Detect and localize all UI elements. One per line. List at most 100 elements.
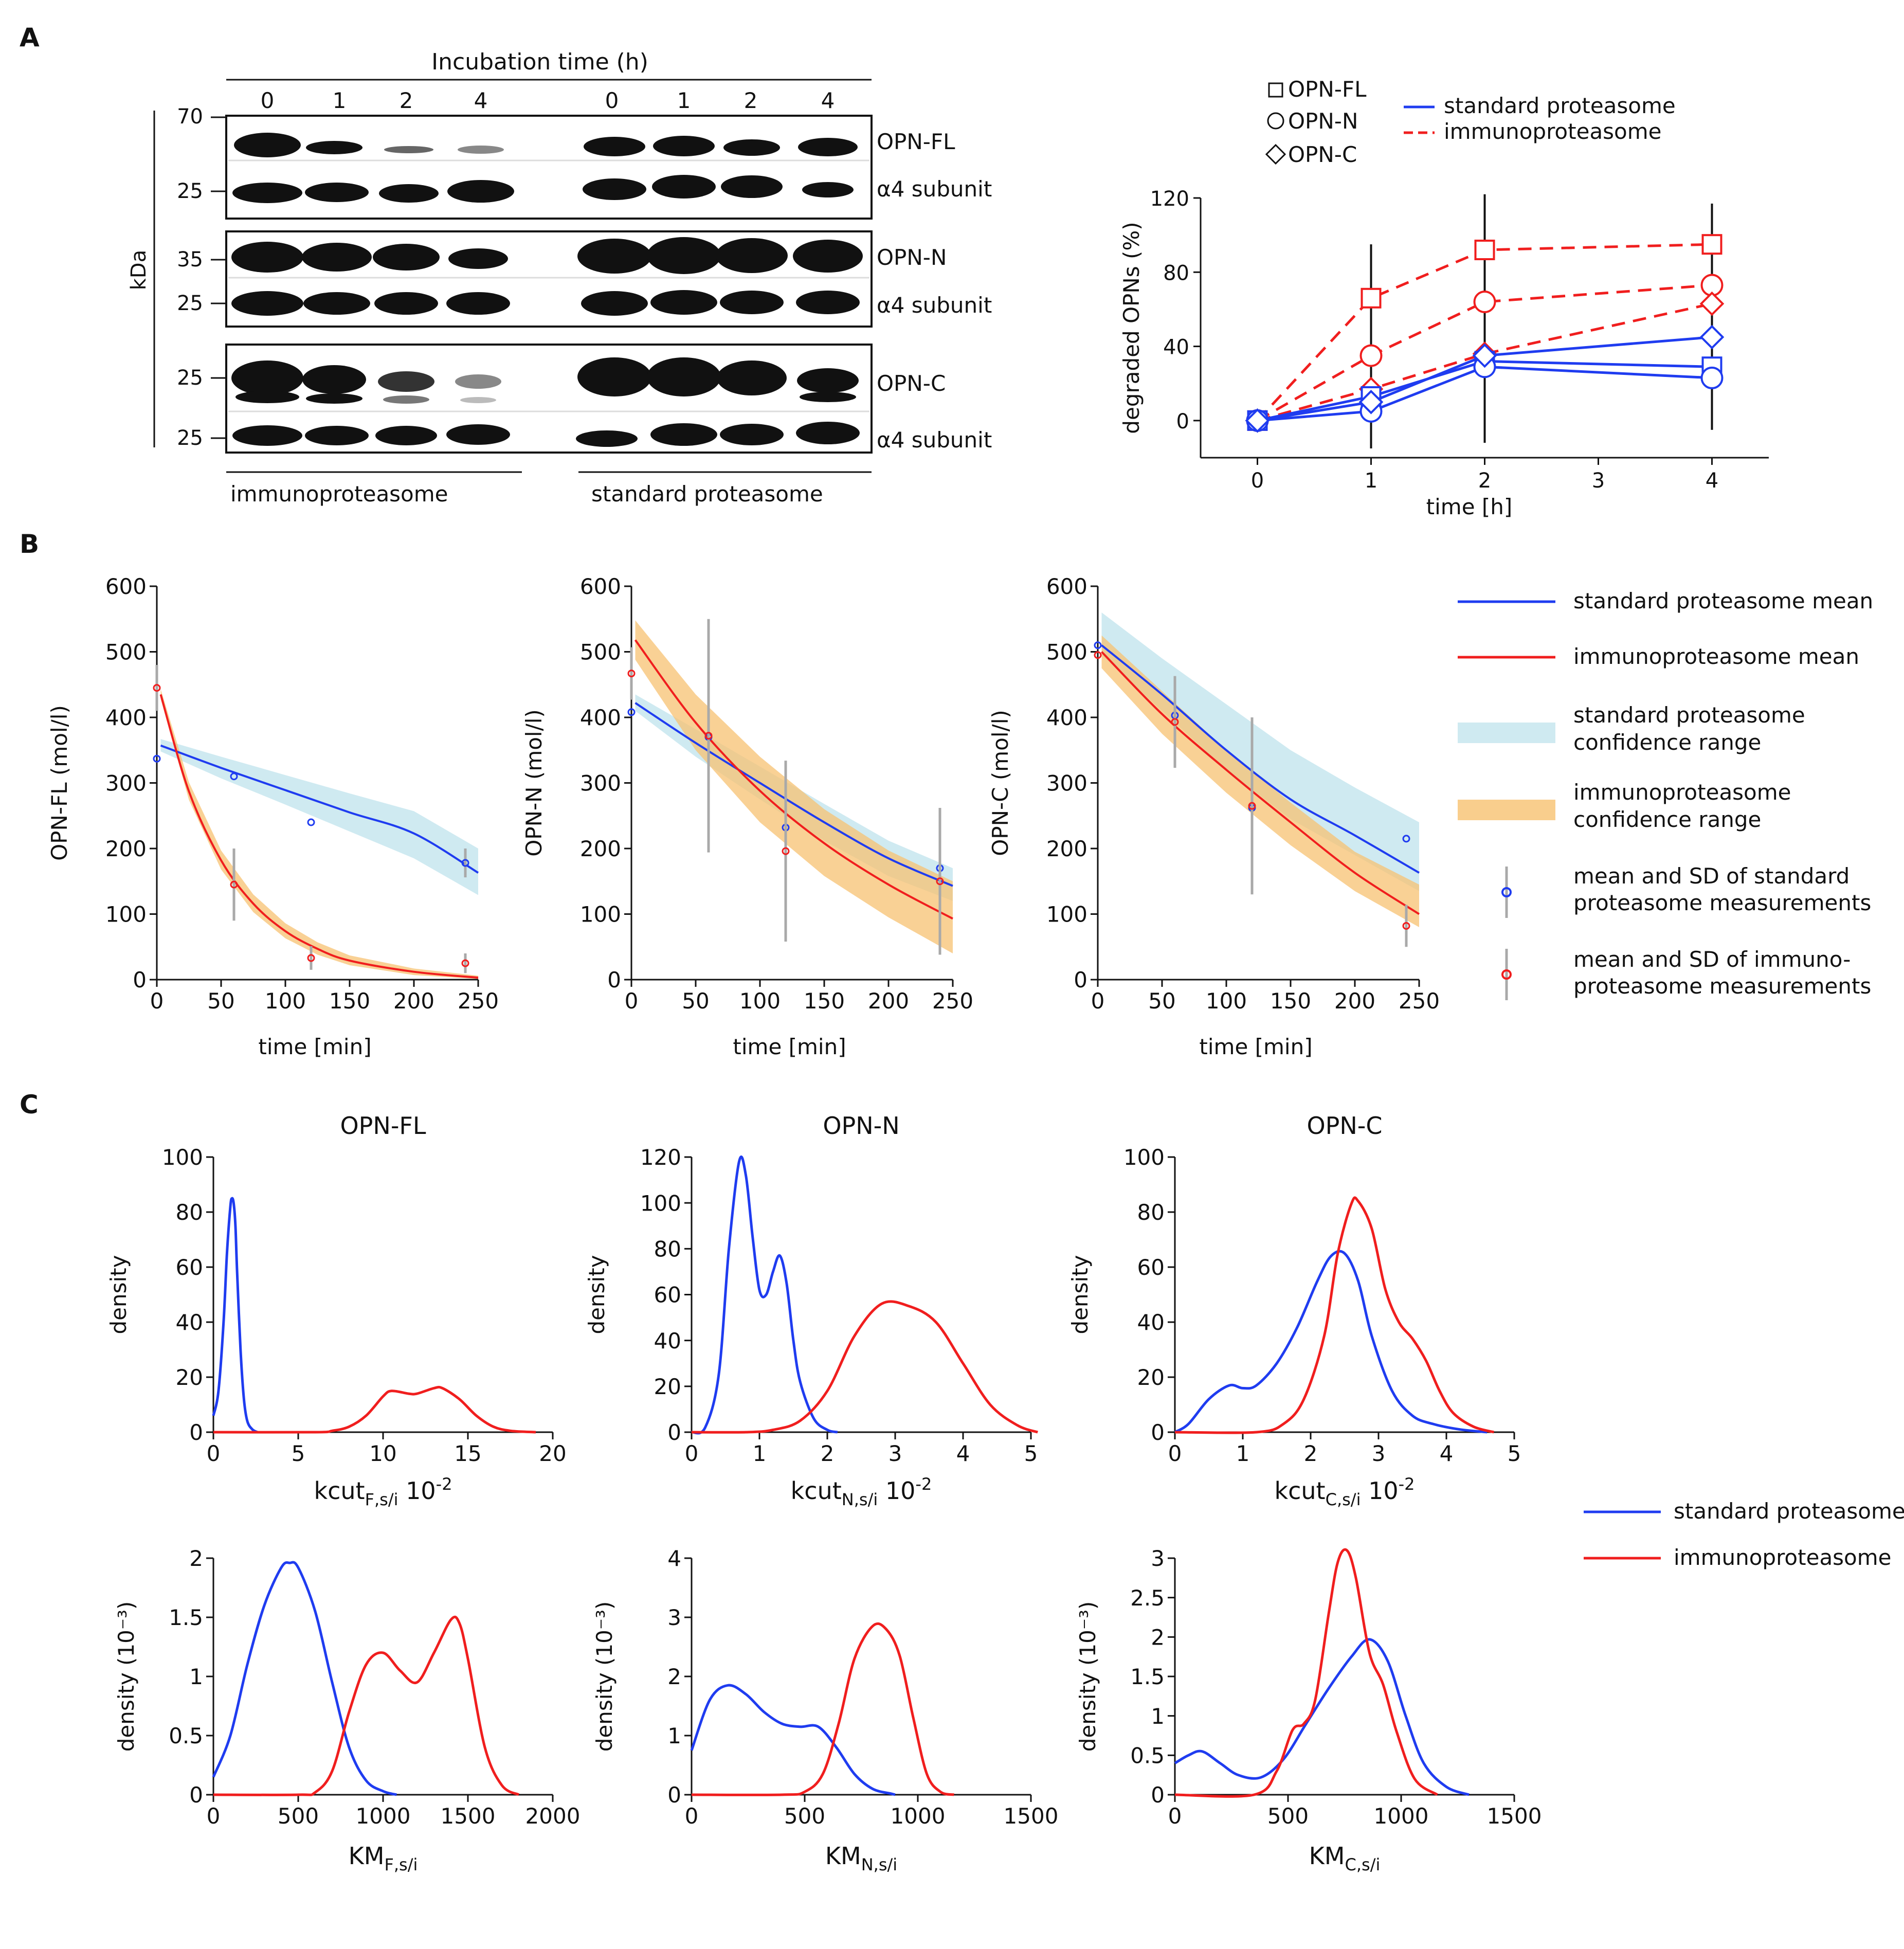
y-tick-label: 500 [105,640,147,665]
x-tick-label: 3 [1592,469,1605,493]
mw-label: 25 [177,366,203,390]
x-axis-label: time [min] [733,1034,846,1059]
density-curve [213,1385,536,1434]
legend-b-label: confidence range [1573,807,1761,832]
mean-line [634,639,953,920]
y-axis-label: OPN-C (mol/l) [988,710,1013,856]
y-tick-label: 2 [1151,1625,1165,1650]
y-tick-label: 100 [580,902,621,927]
y-tick-label: 100 [105,902,147,927]
group-label-immuno: immunoproteasome [230,481,448,507]
x-tick-label: 100 [265,988,306,1014]
x-tick-label: 1000 [356,1803,411,1829]
legend-b-std-point [1501,887,1512,897]
lane-label: 1 [677,88,691,113]
y-axis-label: density (10⁻³) [114,1601,139,1752]
mean-line [159,694,479,979]
x-tick-label: 0 [685,1803,699,1829]
y-tick-label: 60 [1137,1255,1165,1280]
data-point [1474,240,1495,260]
y-tick-label: 20 [1137,1365,1165,1390]
legend-circle-marker [1267,112,1284,130]
x-tick-label: 2000 [525,1803,581,1829]
density-curve [1174,1548,1438,1798]
y-axis-label: density (10⁻³) [1075,1601,1100,1752]
data-point [1361,287,1382,309]
y-tick-label: 400 [580,705,621,730]
y-tick-label: 0 [1074,967,1087,992]
y-tick-label: 100 [1046,902,1087,927]
y-tick-label: 200 [580,836,621,861]
density-curve [212,1197,258,1434]
density-curve [212,1561,397,1796]
mean-point [782,847,790,855]
y-tick-label: 20 [176,1365,203,1390]
lane-label: 1 [333,88,347,113]
chart-b-1: 0 100 200 300 400 500 600 0 50 100 150 200 250 OPN-FL… [47,574,499,1059]
x-tick-label: 5 [1024,1441,1038,1466]
lane-label: 0 [261,88,275,113]
chart-title: OPN-C [1307,1112,1382,1140]
x-tick-label: 150 [804,988,845,1014]
panel-label-c: C [20,1090,39,1120]
legend-a-marker-label: OPN-N [1288,109,1358,134]
mean-line [160,744,479,874]
western-blot: Incubation time (h) 0 1 2 4 0 1 2 4 kDa [127,49,992,507]
y-tick-label: 20 [654,1374,681,1399]
band-label-opn-c: OPN-C [877,371,946,396]
y-tick-label: 80 [1163,261,1189,285]
chart-c-5: 0 1 2 3 4 0 500 1000 1500 density (10⁻³) KMN,s/i [592,1546,1058,1874]
mean-point [307,954,315,962]
x-tick-label: 4 [1440,1441,1454,1466]
y-tick-label: 500 [580,640,621,665]
y-tick-label: 1.5 [169,1605,203,1630]
panel-label-a: A [20,23,40,52]
chart-title: OPN-N [823,1112,899,1140]
chart-b-3: 0 100 200 300 400 500 600 0 50 100 150 200 250 OPN-C … [988,574,1440,1059]
density-curve [691,1300,1038,1434]
density-curve [1174,1196,1495,1434]
y-tick-label: 0 [189,1782,203,1808]
y-tick-label: 80 [1137,1200,1165,1225]
legend-b: standard proteasome mean immunoproteasom… [1458,588,1873,1000]
x-tick-label: 150 [1270,988,1311,1014]
density-curve [691,1156,838,1435]
y-tick-label: 0.5 [169,1723,203,1748]
x-tick-label: 15 [454,1441,481,1466]
mean-point [1094,651,1102,659]
y-axis-label: density [106,1255,131,1334]
y-tick-label: 40 [654,1328,681,1354]
x-tick-label: 250 [1399,988,1440,1014]
legend-c: standard proteasome immunoproteasome [1584,1499,1904,1570]
x-tick-label: 0 [625,988,639,1014]
confidence-band [160,739,478,895]
density-curve [1174,1638,1470,1796]
series-line [1256,243,1712,422]
y-tick-label: 300 [1046,771,1087,796]
legend-a-line-label: immunoproteasome [1444,119,1662,144]
chart-b-2: 0 100 200 300 400 500 600 0 50 100 150 200 250 OPN-N … [521,574,973,1059]
density-curve [213,1615,520,1796]
data-point [1245,408,1270,433]
y-tick-label: 400 [1046,705,1087,730]
mw-label: 70 [177,105,203,129]
mean-line [1101,644,1420,874]
y-tick-label: 1 [189,1664,203,1689]
x-tick-label: 50 [207,988,234,1014]
x-axis-label: time [min] [1199,1034,1312,1059]
x-tick-label: 1 [1365,469,1377,493]
x-tick-label: 0 [150,988,164,1014]
y-tick-label: 3 [667,1605,681,1630]
y-tick-label: 40 [1163,336,1189,359]
density-curve [691,1622,954,1796]
mean-point [461,959,469,967]
x-axis-label: time [h] [1426,494,1513,519]
x-axis-label: KMC,s/i [1309,1842,1381,1874]
x-tick-label: 4 [956,1441,970,1466]
x-tick-label: 200 [393,988,434,1014]
x-tick-label: 1000 [891,1803,946,1829]
y-tick-label: 4 [667,1546,681,1571]
mean-point [627,670,636,678]
